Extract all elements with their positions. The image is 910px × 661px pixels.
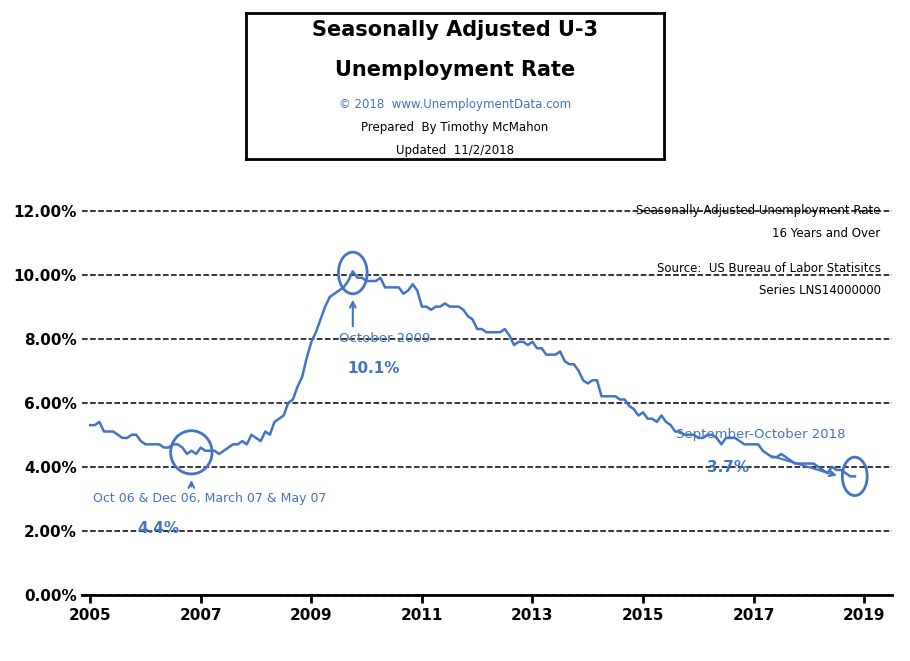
Text: Series LNS14000000: Series LNS14000000 bbox=[759, 284, 881, 297]
Text: 10.1%: 10.1% bbox=[348, 361, 399, 376]
Text: © 2018  www.UnemploymentData.com: © 2018 www.UnemploymentData.com bbox=[339, 98, 571, 110]
Text: October 2009: October 2009 bbox=[339, 332, 430, 345]
Text: Seasonally Adjusted Unemployment Rate: Seasonally Adjusted Unemployment Rate bbox=[636, 204, 881, 217]
Text: 16 Years and Over: 16 Years and Over bbox=[773, 227, 881, 239]
Text: Prepared  By Timothy McMahon: Prepared By Timothy McMahon bbox=[361, 121, 549, 134]
Text: September-October 2018: September-October 2018 bbox=[676, 428, 845, 442]
Text: Seasonally Adjusted U-3: Seasonally Adjusted U-3 bbox=[312, 20, 598, 40]
Text: Source:  US Bureau of Labor Statisitcs: Source: US Bureau of Labor Statisitcs bbox=[657, 262, 881, 275]
Text: Unemployment Rate: Unemployment Rate bbox=[335, 59, 575, 80]
Text: 4.4%: 4.4% bbox=[137, 522, 179, 536]
Text: Oct 06 & Dec 06, March 07 & May 07: Oct 06 & Dec 06, March 07 & May 07 bbox=[93, 492, 327, 506]
Text: 3.7%: 3.7% bbox=[706, 460, 749, 475]
Text: Updated  11/2/2018: Updated 11/2/2018 bbox=[396, 144, 514, 157]
